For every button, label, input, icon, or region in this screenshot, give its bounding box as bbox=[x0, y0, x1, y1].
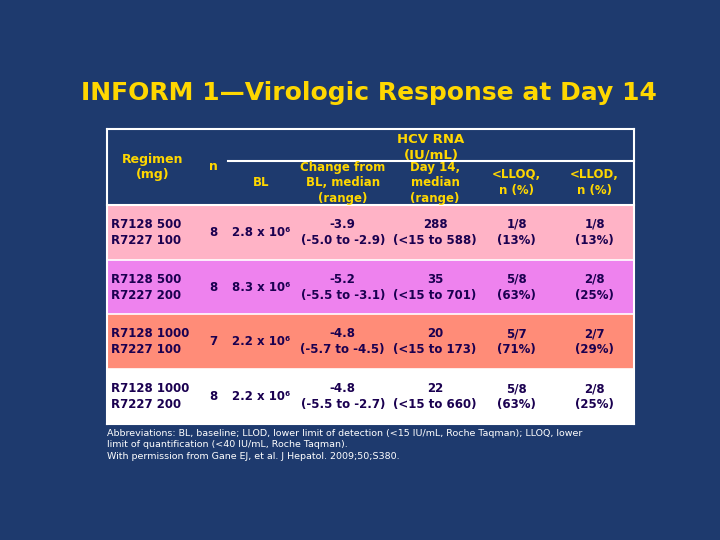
Text: 5/8
(63%): 5/8 (63%) bbox=[498, 273, 536, 301]
Text: 7: 7 bbox=[210, 335, 217, 348]
Text: 22
(<15 to 660): 22 (<15 to 660) bbox=[393, 382, 477, 411]
Text: R7128 500
R7227 200: R7128 500 R7227 200 bbox=[111, 273, 181, 301]
Text: 1/8
(13%): 1/8 (13%) bbox=[575, 218, 614, 247]
Text: Abbreviations: BL, baseline; LLOD, lower limit of detection (<15 IU/mL, Roche Ta: Abbreviations: BL, baseline; LLOD, lower… bbox=[107, 429, 582, 461]
Text: 2/8
(25%): 2/8 (25%) bbox=[575, 273, 614, 301]
Text: -5.2
(-5.5 to -3.1): -5.2 (-5.5 to -3.1) bbox=[300, 273, 385, 301]
Text: <LLOQ,
n (%): <LLOQ, n (%) bbox=[492, 168, 541, 197]
Text: <LLOD,
n (%): <LLOD, n (%) bbox=[570, 168, 619, 197]
Text: 20
(<15 to 173): 20 (<15 to 173) bbox=[393, 327, 477, 356]
Text: INFORM 1—Virologic Response at Day 14: INFORM 1—Virologic Response at Day 14 bbox=[81, 82, 657, 105]
Text: 2.2 x 10⁶: 2.2 x 10⁶ bbox=[232, 390, 290, 403]
Text: Regimen
(mg): Regimen (mg) bbox=[122, 153, 184, 181]
Text: n: n bbox=[209, 160, 218, 173]
Text: R7128 1000
R7227 100: R7128 1000 R7227 100 bbox=[111, 327, 189, 356]
Text: -3.9
(-5.0 to -2.9): -3.9 (-5.0 to -2.9) bbox=[300, 218, 385, 247]
Text: 2/7
(29%): 2/7 (29%) bbox=[575, 327, 614, 356]
Text: -4.8
(-5.5 to -2.7): -4.8 (-5.5 to -2.7) bbox=[300, 382, 385, 411]
Text: HCV RNA
(IU/mL): HCV RNA (IU/mL) bbox=[397, 133, 464, 161]
Text: 288
(<15 to 588): 288 (<15 to 588) bbox=[393, 218, 477, 247]
Text: -4.8
(-5.7 to -4.5): -4.8 (-5.7 to -4.5) bbox=[300, 327, 385, 356]
Text: Day 14,
median
(range): Day 14, median (range) bbox=[410, 161, 460, 205]
Text: R7128 500
R7227 100: R7128 500 R7227 100 bbox=[111, 218, 181, 247]
Text: 2.8 x 10⁶: 2.8 x 10⁶ bbox=[232, 226, 290, 239]
Text: 1/8
(13%): 1/8 (13%) bbox=[498, 218, 536, 247]
Text: 8: 8 bbox=[210, 226, 217, 239]
Text: BL: BL bbox=[253, 176, 269, 189]
Text: 8.3 x 10⁶: 8.3 x 10⁶ bbox=[232, 280, 290, 294]
Text: R7128 1000
R7227 200: R7128 1000 R7227 200 bbox=[111, 382, 189, 411]
Text: 2/8
(25%): 2/8 (25%) bbox=[575, 382, 614, 411]
Text: 8: 8 bbox=[210, 390, 217, 403]
Text: Change from
BL, median
(range): Change from BL, median (range) bbox=[300, 161, 385, 205]
Text: 5/8
(63%): 5/8 (63%) bbox=[498, 382, 536, 411]
Text: 2.2 x 10⁶: 2.2 x 10⁶ bbox=[232, 335, 290, 348]
Text: 5/7
(71%): 5/7 (71%) bbox=[498, 327, 536, 356]
Text: 8: 8 bbox=[210, 280, 217, 294]
Text: 35
(<15 to 701): 35 (<15 to 701) bbox=[393, 273, 477, 301]
